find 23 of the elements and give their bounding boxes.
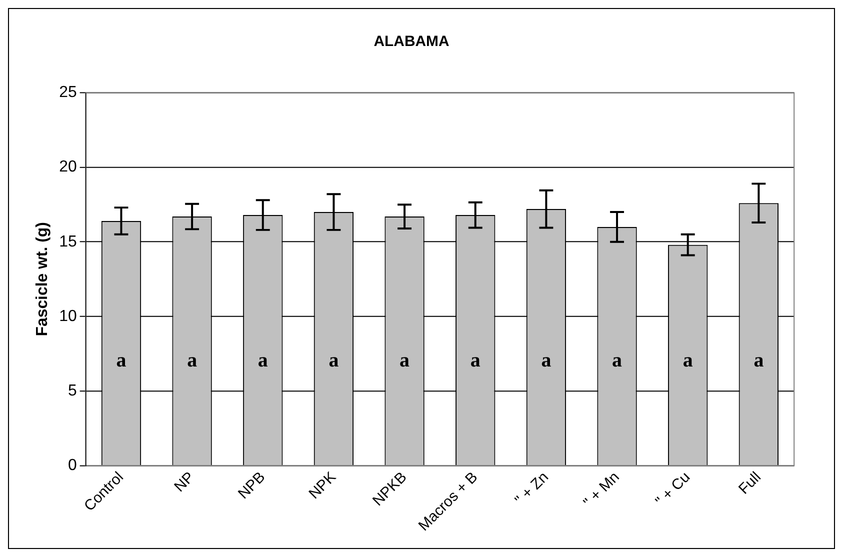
x-tick-label: " + Mn [580,468,623,512]
chart-title: ALABAMA [374,33,450,50]
y-tick-label: 5 [68,382,77,400]
y-tick-label: 25 [59,84,77,102]
annotation: a [470,349,480,372]
y-tick-label: 20 [59,158,77,176]
annotation: a [541,349,552,372]
annotation: a [612,349,622,372]
annotation: a [328,349,339,372]
annotation: a [258,349,268,372]
annotation: a [400,349,410,372]
annotation: a [116,349,126,372]
x-tick-label: " + Cu [652,468,694,510]
x-tick-label: " + Zn [512,468,552,509]
annotation: a [187,349,198,372]
y-tick-label: 10 [59,308,77,325]
x-tick-label: Full [735,468,764,498]
x-tick-label: NP [171,468,198,496]
y-tick-label: 15 [59,233,77,250]
annotation: a [682,349,693,372]
annotation: a [754,349,764,372]
y-tick-label: 0 [68,457,77,474]
y-axis-title: Fascicle wt. (g) [34,222,51,336]
